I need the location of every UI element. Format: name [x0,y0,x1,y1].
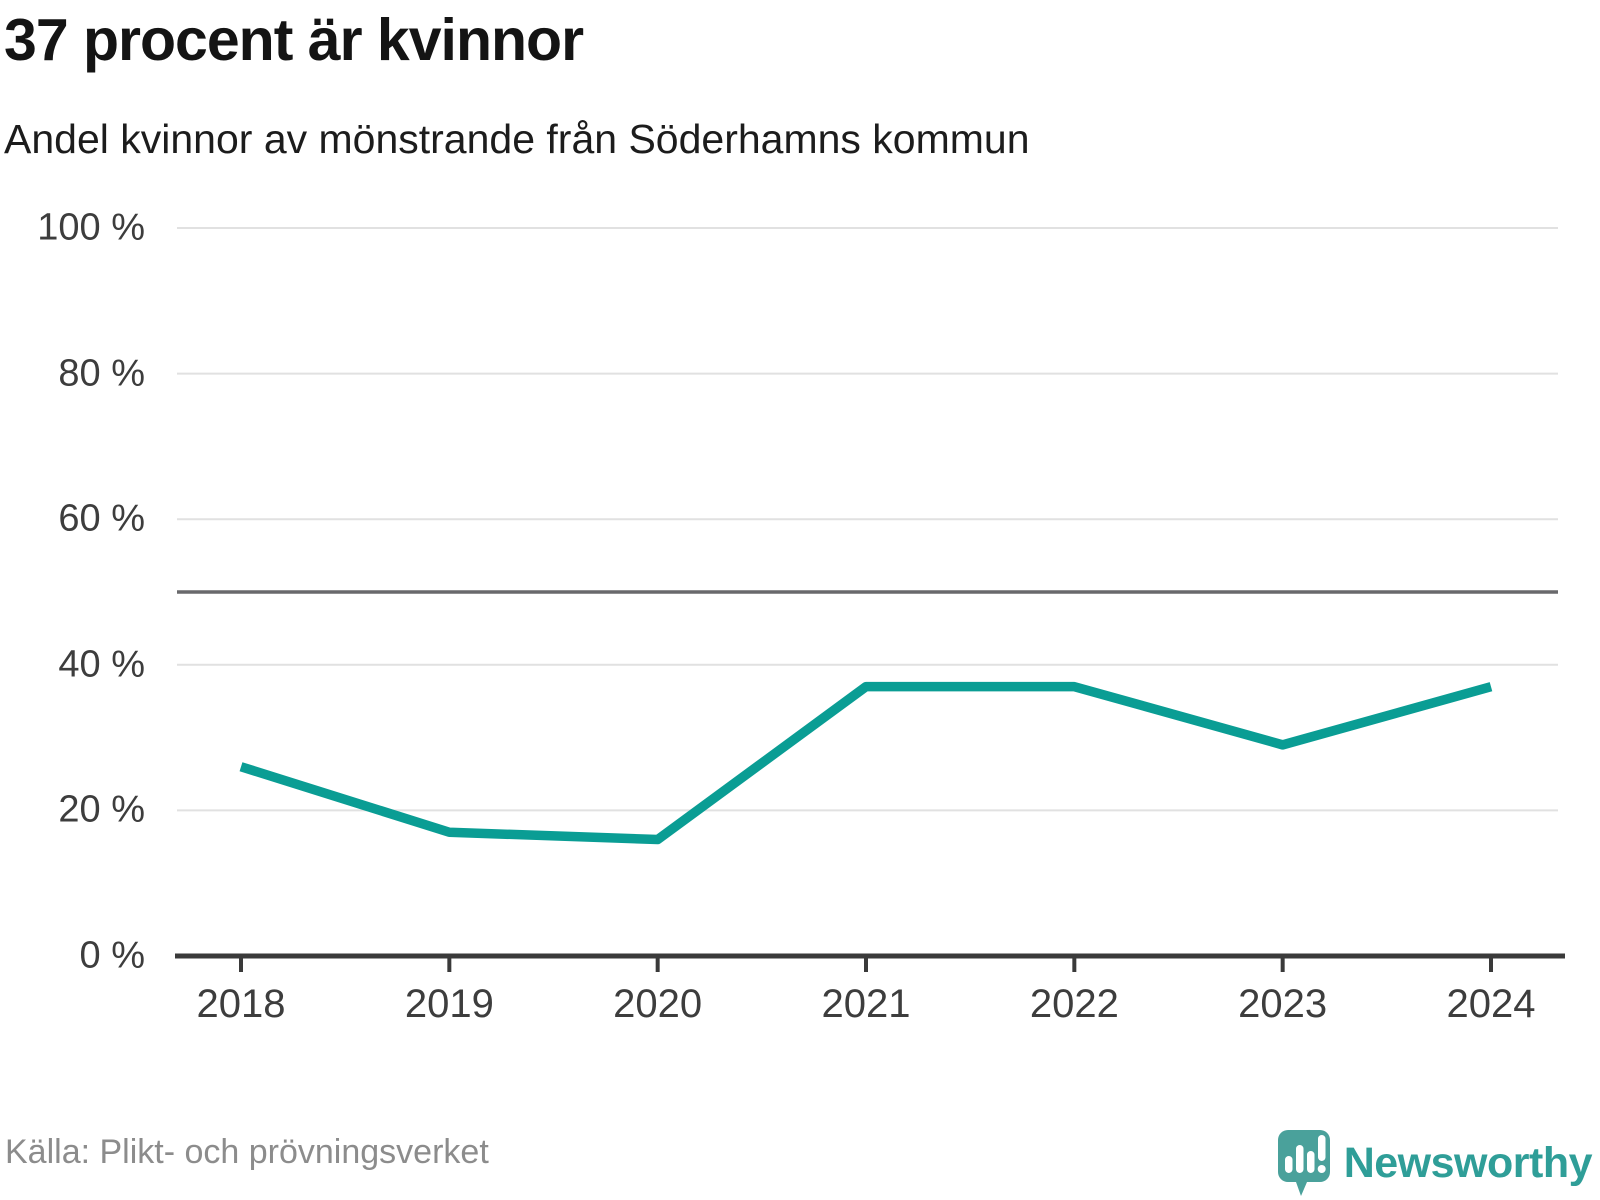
newsworthy-logo-icon [1277,1130,1330,1196]
chart-subtitle: Andel kvinnor av mönstrande från Söderha… [4,116,1030,162]
y-tick-label-60: 60 % [58,497,145,540]
branding-name: Newsworthy [1343,1138,1593,1187]
x-tick-label-2022: 2022 [1029,982,1119,1026]
y-tick-label-80: 80 % [58,352,145,395]
exclamation-dot [1317,1165,1326,1173]
y-tick-label-100: 100 % [37,206,145,249]
speech-bubble-shape [1277,1130,1330,1196]
x-tick-label-2020: 2020 [613,982,703,1026]
exclamation-bar [1317,1135,1326,1161]
x-tick-label-2021: 2021 [821,982,911,1026]
bar-3 [1306,1151,1315,1173]
x-tick-label-2024: 2024 [1446,982,1536,1026]
branding: Newsworthy [1276,1128,1593,1198]
y-tick-label-0: 0 % [79,934,145,977]
x-tick-label-2019: 2019 [404,982,494,1026]
y-tick-label-20: 20 % [58,788,145,831]
x-tick-label-2018: 2018 [196,982,286,1026]
bar-1 [1284,1156,1293,1173]
data-line-Andel kvinnor av mönstrande från Söderhamns kommun [239,681,1493,845]
y-tick-label-40: 40 % [58,643,145,686]
x-tick-label-2023: 2023 [1238,982,1328,1026]
chart-title: 37 procent är kvinnor [4,7,584,73]
source-note: Källa: Plikt- och prövningsverket [5,1133,489,1171]
bar-2 [1295,1145,1304,1173]
